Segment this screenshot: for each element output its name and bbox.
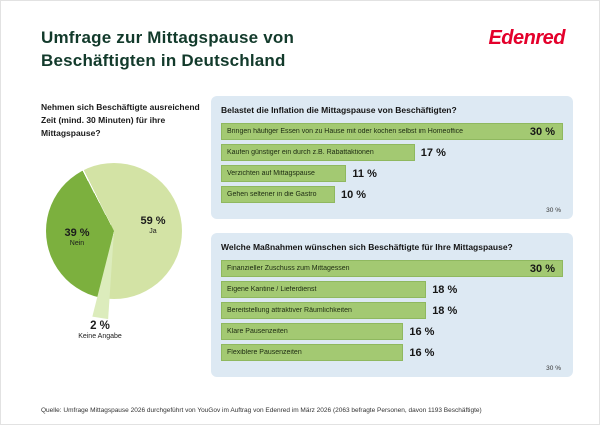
bar-label: Gehen seltener in die Gastro bbox=[227, 191, 317, 198]
bar-charts-column: Belastet die Inflation die Mittagspause … bbox=[211, 96, 573, 391]
bar-value: 30 % bbox=[529, 262, 555, 275]
axis-max-label: 30 % bbox=[546, 365, 561, 372]
pie-question: Nehmen sich Beschäftigte ausreichend Zei… bbox=[41, 102, 200, 139]
bar: Flexiblere Pausenzeiten bbox=[221, 344, 404, 361]
bar-row: Verzichten auf Mittagspause 11 % bbox=[221, 165, 563, 182]
pie-name-nein: Nein bbox=[69, 239, 85, 247]
pie-label-ja: 59 % Ja bbox=[133, 215, 173, 235]
bar-row: Eigene Kantine / Lieferdienst 18 % bbox=[221, 281, 563, 298]
panel-inflation-title: Belastet die Inflation die Mittagspause … bbox=[221, 105, 457, 115]
bar-label: Flexiblere Pausenzeiten bbox=[227, 349, 302, 356]
bar-row: Kaufen günstiger ein durch z.B. Rabattak… bbox=[221, 144, 563, 161]
bar-label: Klare Pausenzeiten bbox=[227, 328, 288, 335]
pie-value-nein: 39 % bbox=[64, 226, 90, 239]
bar-row: Flexiblere Pausenzeiten 16 % bbox=[221, 344, 563, 361]
bar-row: Bringen häufiger Essen von zu Hause mit … bbox=[221, 123, 563, 140]
pie-name-ja: Ja bbox=[149, 227, 157, 235]
bar-row: Klare Pausenzeiten 16 % bbox=[221, 323, 563, 340]
pie-section: Nehmen sich Beschäftigte ausreichend Zei… bbox=[41, 101, 209, 353]
bar-value: 11 % bbox=[352, 167, 377, 180]
bar-value: 16 % bbox=[409, 346, 435, 359]
bar-value: 17 % bbox=[420, 146, 446, 159]
pie-chart bbox=[46, 162, 182, 299]
bar: Klare Pausenzeiten bbox=[221, 323, 404, 340]
bar-value: 18 % bbox=[432, 304, 458, 317]
pie-name-keine-angabe: Keine Angabe bbox=[78, 332, 122, 340]
bar-row: Gehen seltener in die Gastro 10 % bbox=[221, 186, 563, 203]
bar: Gehen seltener in die Gastro bbox=[221, 186, 335, 203]
bar: Finanzieller Zuschuss zum Mittagessen bbox=[221, 260, 563, 277]
bar: Bereitstellung attraktiver Räumlichkeite… bbox=[221, 302, 427, 319]
bar: Bringen häufiger Essen von zu Hause mit … bbox=[221, 123, 563, 140]
edenred-logo: Edenred bbox=[488, 27, 565, 49]
bar: Verzichten auf Mittagspause bbox=[221, 165, 347, 182]
panel-inflation: Belastet die Inflation die Mittagspause … bbox=[211, 96, 573, 219]
bar-value: 16 % bbox=[409, 325, 435, 338]
bar-row: Finanzieller Zuschuss zum Mittagessen 30… bbox=[221, 260, 563, 277]
bar-label: Bereitstellung attraktiver Räumlichkeite… bbox=[227, 307, 352, 314]
bar: Eigene Kantine / Lieferdienst bbox=[221, 281, 427, 298]
bar-row: Bereitstellung attraktiver Räumlichkeite… bbox=[221, 302, 563, 319]
bar-label: Finanzieller Zuschuss zum Mittagessen bbox=[227, 265, 350, 272]
axis-max-label: 30 % bbox=[546, 207, 561, 214]
bar-label: Eigene Kantine / Lieferdienst bbox=[227, 286, 317, 293]
pie-chart-area: 39 % Nein 59 % Ja 2 % Keine Angabe bbox=[41, 162, 196, 353]
source-note: Quelle: Umfrage Mittagspause 2026 durchg… bbox=[41, 407, 482, 414]
bar-label: Verzichten auf Mittagspause bbox=[227, 170, 315, 177]
pie-label-nein: 39 % Nein bbox=[55, 227, 99, 247]
pie-label-keine-angabe: 2 % Keine Angabe bbox=[53, 320, 147, 340]
bar-label: Bringen häufiger Essen von zu Hause mit … bbox=[227, 128, 464, 135]
bar: Kaufen günstiger ein durch z.B. Rabattak… bbox=[221, 144, 415, 161]
bar-label: Kaufen günstiger ein durch z.B. Rabattak… bbox=[227, 149, 374, 156]
bar-value: 18 % bbox=[432, 283, 458, 296]
panel-massnahmen-title: Welche Maßnahmen wünschen sich Beschäfti… bbox=[221, 242, 513, 252]
page-title: Umfrage zur Mittagspause von Beschäftigt… bbox=[41, 28, 295, 70]
panel-massnahmen: Welche Maßnahmen wünschen sich Beschäfti… bbox=[211, 233, 573, 377]
header: Umfrage zur Mittagspause von Beschäftigt… bbox=[41, 27, 569, 73]
bar-value: 10 % bbox=[341, 188, 367, 201]
pie-value-ja: 59 % bbox=[140, 214, 166, 227]
pie-value-keine-angabe: 2 % bbox=[90, 319, 110, 332]
bar-value: 30 % bbox=[529, 125, 555, 138]
